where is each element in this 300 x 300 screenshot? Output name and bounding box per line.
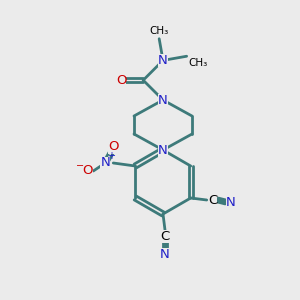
Text: CH₃: CH₃ <box>150 26 169 36</box>
Text: O: O <box>116 74 127 87</box>
Text: N: N <box>100 157 110 169</box>
Text: O: O <box>108 140 119 154</box>
Text: +: + <box>107 151 115 161</box>
Text: N: N <box>158 94 168 106</box>
Text: N: N <box>226 196 236 208</box>
Text: N: N <box>160 248 170 260</box>
Text: −: − <box>76 161 84 171</box>
Text: C: C <box>208 194 217 206</box>
Text: O: O <box>82 164 92 178</box>
Text: C: C <box>160 230 169 242</box>
Text: CH₃: CH₃ <box>189 58 208 68</box>
Text: N: N <box>158 143 168 157</box>
Text: N: N <box>158 54 168 67</box>
